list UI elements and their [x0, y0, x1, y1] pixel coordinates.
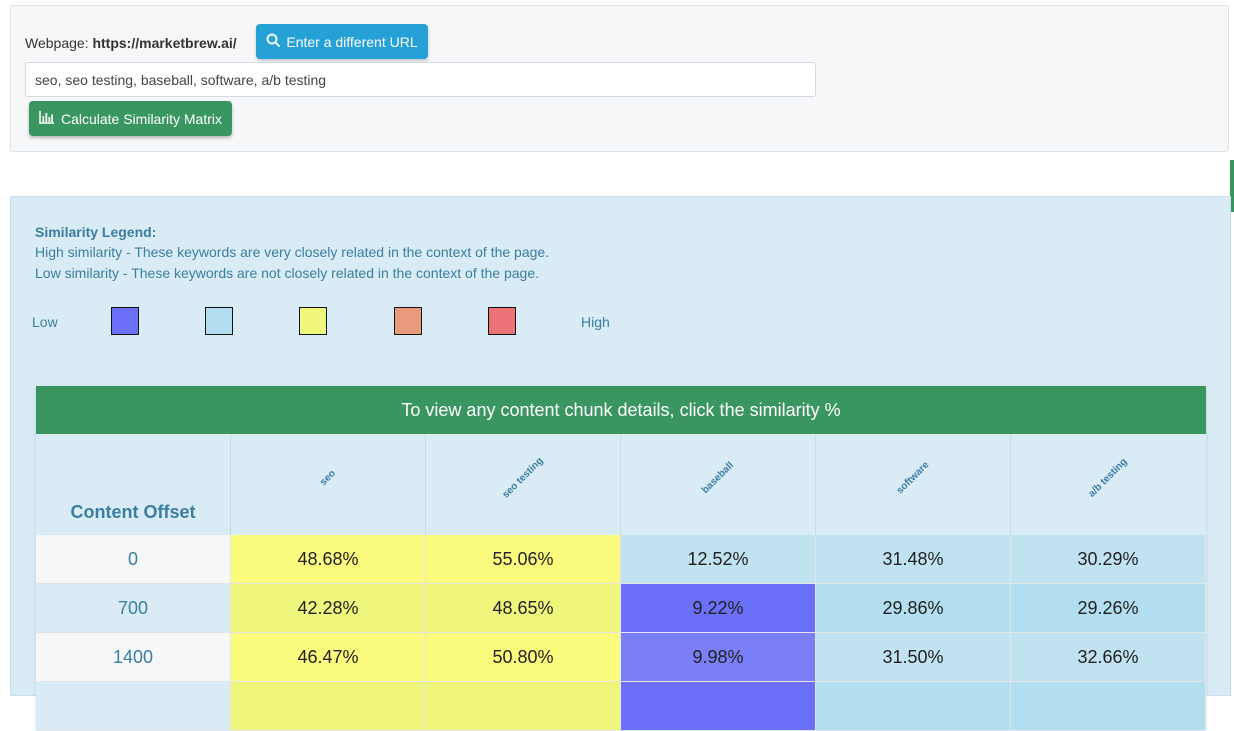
legend-low-text: Low similarity - These keywords are not …	[35, 265, 539, 281]
content-offset-header-cell: Content Offset	[36, 434, 231, 535]
similarity-cell[interactable]	[1011, 682, 1206, 731]
keyword-header-cell: software	[816, 434, 1011, 535]
content-offset-cell: 1400	[36, 633, 231, 682]
keywords-input[interactable]	[25, 62, 816, 97]
keyword-header-cell: seo testing	[426, 434, 621, 535]
keyword-header-cell: a/b testing	[1011, 434, 1206, 535]
content-offset-cell	[36, 682, 231, 731]
keyword-header-software: software	[894, 459, 932, 497]
similarity-cell[interactable]: 29.26%	[1011, 584, 1206, 633]
webpage-url: https://marketbrew.ai/	[92, 35, 237, 51]
legend-swatch-4	[394, 307, 422, 335]
webpage-line: Webpage: https://marketbrew.ai/	[25, 35, 237, 51]
matrix-header-row: Content Offset seo seo testing baseball …	[36, 434, 1206, 535]
similarity-cell[interactable]: 31.50%	[816, 633, 1011, 682]
similarity-cell[interactable]	[231, 682, 426, 731]
similarity-cell[interactable]: 30.29%	[1011, 535, 1206, 584]
legend-high-text: High similarity - These keywords are ver…	[35, 244, 550, 260]
table-row: 0 48.68% 55.06% 12.52% 31.48% 30.29%	[36, 535, 1206, 584]
keyword-header-baseball: baseball	[699, 459, 737, 497]
similarity-cell[interactable]: 9.22%	[621, 584, 816, 633]
matrix-banner: To view any content chunk details, click…	[36, 386, 1206, 434]
legend-swatch-3	[299, 307, 327, 335]
legend-swatch-2	[205, 307, 233, 335]
similarity-cell[interactable]: 31.48%	[816, 535, 1011, 584]
url-form-card: Webpage: https://marketbrew.ai/ Enter a …	[10, 5, 1229, 152]
legend-swatch-1	[111, 307, 139, 335]
legend-high-label: High	[581, 314, 610, 330]
legend-swatch-5	[488, 307, 516, 335]
similarity-matrix-table: To view any content chunk details, click…	[36, 386, 1206, 731]
content-offset-cell: 0	[36, 535, 231, 584]
webpage-label: Webpage:	[25, 35, 89, 51]
similarity-cell[interactable]: 50.80%	[426, 633, 621, 682]
content-offset-cell: 700	[36, 584, 231, 633]
similarity-cell[interactable]: 46.47%	[231, 633, 426, 682]
calculate-similarity-matrix-button[interactable]: Calculate Similarity Matrix	[29, 101, 232, 136]
similarity-cell[interactable]: 32.66%	[1011, 633, 1206, 682]
similarity-cell[interactable]	[621, 682, 816, 731]
keyword-header-cell: seo	[231, 434, 426, 535]
table-row	[36, 682, 1206, 731]
calculate-similarity-matrix-label: Calculate Similarity Matrix	[60, 110, 223, 127]
similarity-cell[interactable]: 48.68%	[231, 535, 426, 584]
legend-title: Similarity Legend:	[35, 224, 157, 240]
keyword-header-seo: seo	[318, 468, 338, 488]
keyword-header-cell: baseball	[621, 434, 816, 535]
bar-chart-icon	[39, 110, 54, 127]
similarity-cell[interactable]: 9.98%	[621, 633, 816, 682]
similarity-results-panel: Similarity Legend: High similarity - The…	[10, 196, 1231, 731]
scroll-indicator[interactable]	[1230, 160, 1234, 212]
matrix-body: 0 48.68% 55.06% 12.52% 31.48% 30.29% 700…	[36, 535, 1206, 731]
similarity-cell[interactable]: 42.28%	[231, 584, 426, 633]
table-row: 1400 46.47% 50.80% 9.98% 31.50% 32.66%	[36, 633, 1206, 682]
similarity-cell[interactable]	[816, 682, 1011, 731]
keyword-header-ab-testing: a/b testing	[1086, 456, 1130, 500]
keyword-header-seo-testing: seo testing	[500, 455, 546, 501]
enter-different-url-label: Enter a different URL	[286, 33, 418, 50]
search-icon	[266, 33, 281, 50]
content-offset-header: Content Offset	[70, 502, 196, 522]
similarity-cell[interactable]: 29.86%	[816, 584, 1011, 633]
similarity-cell[interactable]: 55.06%	[426, 535, 621, 584]
legend-low-label: Low	[32, 314, 58, 330]
similarity-cell[interactable]	[426, 682, 621, 731]
enter-different-url-button[interactable]: Enter a different URL	[256, 24, 428, 59]
similarity-cell[interactable]: 12.52%	[621, 535, 816, 584]
similarity-cell[interactable]: 48.65%	[426, 584, 621, 633]
table-row: 700 42.28% 48.65% 9.22% 29.86% 29.26%	[36, 584, 1206, 633]
